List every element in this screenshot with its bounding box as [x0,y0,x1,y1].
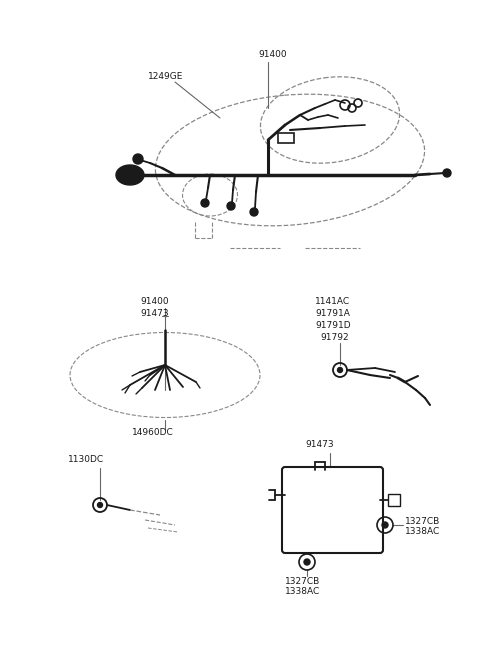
Text: 1327CB: 1327CB [405,517,440,526]
FancyBboxPatch shape [282,467,383,553]
Text: 1141AC: 1141AC [315,297,350,306]
Bar [278,133,294,143]
Text: 1327CB: 1327CB [285,577,320,586]
Circle shape [304,559,310,565]
Text: 91792: 91792 [320,333,348,342]
Text: 91473: 91473 [140,309,168,318]
Circle shape [337,367,343,373]
Text: 1130DC: 1130DC [68,455,104,464]
Polygon shape [116,165,144,185]
Circle shape [201,199,209,207]
Circle shape [227,202,235,210]
Circle shape [97,503,103,507]
Circle shape [382,522,388,528]
Text: 91791A: 91791A [315,309,350,318]
Text: 1338AC: 1338AC [285,587,320,596]
Bar [388,494,400,506]
Circle shape [443,169,451,177]
Text: 91400: 91400 [140,297,168,306]
Text: 91400: 91400 [258,50,287,59]
Text: 91791D: 91791D [315,321,350,330]
Circle shape [250,208,258,216]
Text: 1249GE: 1249GE [148,72,183,81]
Text: 91473: 91473 [305,440,334,449]
Circle shape [133,154,143,164]
Text: 14960DC: 14960DC [132,428,174,437]
Text: 1338AC: 1338AC [405,527,440,536]
